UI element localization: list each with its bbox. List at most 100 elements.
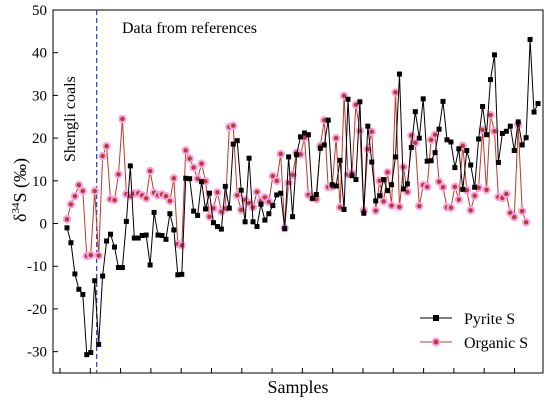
point-pyrite-s [404, 181, 410, 187]
point-organic-s [415, 201, 424, 211]
point-pyrite-s [262, 217, 268, 223]
point-pyrite-s [179, 271, 185, 277]
y-tick-label: 10 [32, 174, 47, 190]
point-pyrite-s [187, 176, 193, 182]
point-organic-s [426, 135, 436, 145]
point-organic-s [177, 241, 186, 250]
point-pyrite-s [127, 163, 133, 169]
point-pyrite-s [294, 152, 300, 158]
point-pyrite-s [151, 209, 157, 215]
y-tick-label: 40 [32, 46, 47, 62]
point-pyrite-s [88, 350, 94, 356]
point-pyrite-s [92, 278, 98, 284]
point-pyrite-s [341, 206, 347, 212]
point-organic-s [367, 127, 376, 136]
point-pyrite-s [488, 77, 494, 83]
point-pyrite-s [349, 173, 355, 179]
point-pyrite-s [333, 183, 339, 189]
point-pyrite-s [420, 96, 426, 102]
point-pyrite-s [218, 226, 224, 232]
point-organic-s [169, 174, 179, 183]
legend: Pyrite S Organic S [420, 311, 528, 352]
point-pyrite-s [460, 186, 466, 192]
point-organic-s [229, 121, 238, 130]
point-pyrite-s [456, 146, 462, 152]
point-organic-s [470, 191, 479, 200]
point-organic-s [213, 188, 222, 197]
point-pyrite-s [238, 187, 244, 193]
point-pyrite-s [317, 145, 323, 151]
point-pyrite-s [270, 203, 276, 209]
point-pyrite-s [468, 162, 474, 168]
point-pyrite-s [452, 165, 458, 171]
point-organic-s [387, 201, 396, 210]
point-pyrite-s [389, 182, 395, 188]
point-pyrite-s [361, 210, 367, 216]
point-pyrite-s [523, 135, 529, 141]
point-pyrite-s [282, 226, 288, 232]
point-pyrite-s [171, 227, 177, 233]
point-pyrite-s [123, 218, 129, 224]
point-pyrite-s [357, 99, 363, 105]
point-organic-s [454, 195, 464, 204]
point-organic-s [276, 149, 285, 159]
point-pyrite-s [416, 135, 422, 141]
y-tick-label: 0 [40, 217, 48, 233]
point-pyrite-s [515, 119, 521, 125]
point-pyrite-s [139, 232, 145, 238]
point-pyrite-s [199, 179, 205, 185]
point-organic-s [70, 191, 80, 201]
y-tick-label: -10 [27, 259, 47, 275]
point-organic-s [355, 126, 365, 136]
point-pyrite-s [64, 225, 70, 231]
point-pyrite-s [484, 132, 490, 138]
point-organic-s [141, 194, 151, 203]
point-pyrite-s [519, 142, 525, 148]
point-pyrite-s [444, 137, 450, 143]
y-tick-label: 20 [32, 131, 47, 147]
point-pyrite-s [290, 214, 296, 220]
point-organic-s [486, 110, 495, 120]
point-pyrite-s [84, 352, 90, 358]
plot-area [62, 10, 541, 373]
point-pyrite-s [206, 190, 212, 196]
point-organic-s [102, 142, 111, 151]
point-organic-s [395, 202, 404, 212]
point-pyrite-s [258, 201, 264, 207]
point-pyrite-s [428, 158, 434, 164]
point-pyrite-s [203, 206, 209, 212]
point-pyrite-s [511, 148, 517, 154]
point-pyrite-s [234, 138, 240, 144]
point-organic-s [521, 218, 531, 227]
point-organic-s [248, 203, 258, 212]
point-organic-s [74, 180, 84, 190]
point-organic-s [399, 162, 408, 172]
point-pyrite-s [491, 52, 497, 58]
point-pyrite-s [440, 98, 446, 104]
point-pyrite-s [381, 177, 387, 183]
point-organic-s [331, 133, 341, 143]
point-pyrite-s [385, 188, 391, 194]
point-pyrite-s [424, 158, 430, 164]
legend-label-pyrite: Pyrite S [464, 311, 515, 328]
point-pyrite-s [305, 132, 311, 138]
point-organic-s [114, 170, 123, 179]
point-pyrite-s [345, 96, 351, 102]
point-pyrite-s [163, 236, 169, 242]
y-axis-title: δ34S (‰) [10, 158, 31, 222]
x-axis-title: Samples [268, 377, 329, 397]
point-pyrite-s [214, 224, 220, 230]
point-organic-s [510, 212, 519, 222]
point-organic-s [434, 177, 444, 186]
point-pyrite-s [286, 154, 292, 160]
point-pyrite-s [480, 104, 486, 110]
y-axis-title-rest: S (‰) [10, 158, 31, 203]
point-pyrite-s [531, 109, 537, 115]
point-pyrite-s [76, 286, 82, 292]
point-pyrite-s [373, 198, 379, 204]
point-organic-s [391, 88, 400, 97]
point-organic-s [185, 154, 194, 163]
point-organic-s [517, 206, 527, 216]
point-pyrite-s [72, 271, 78, 277]
